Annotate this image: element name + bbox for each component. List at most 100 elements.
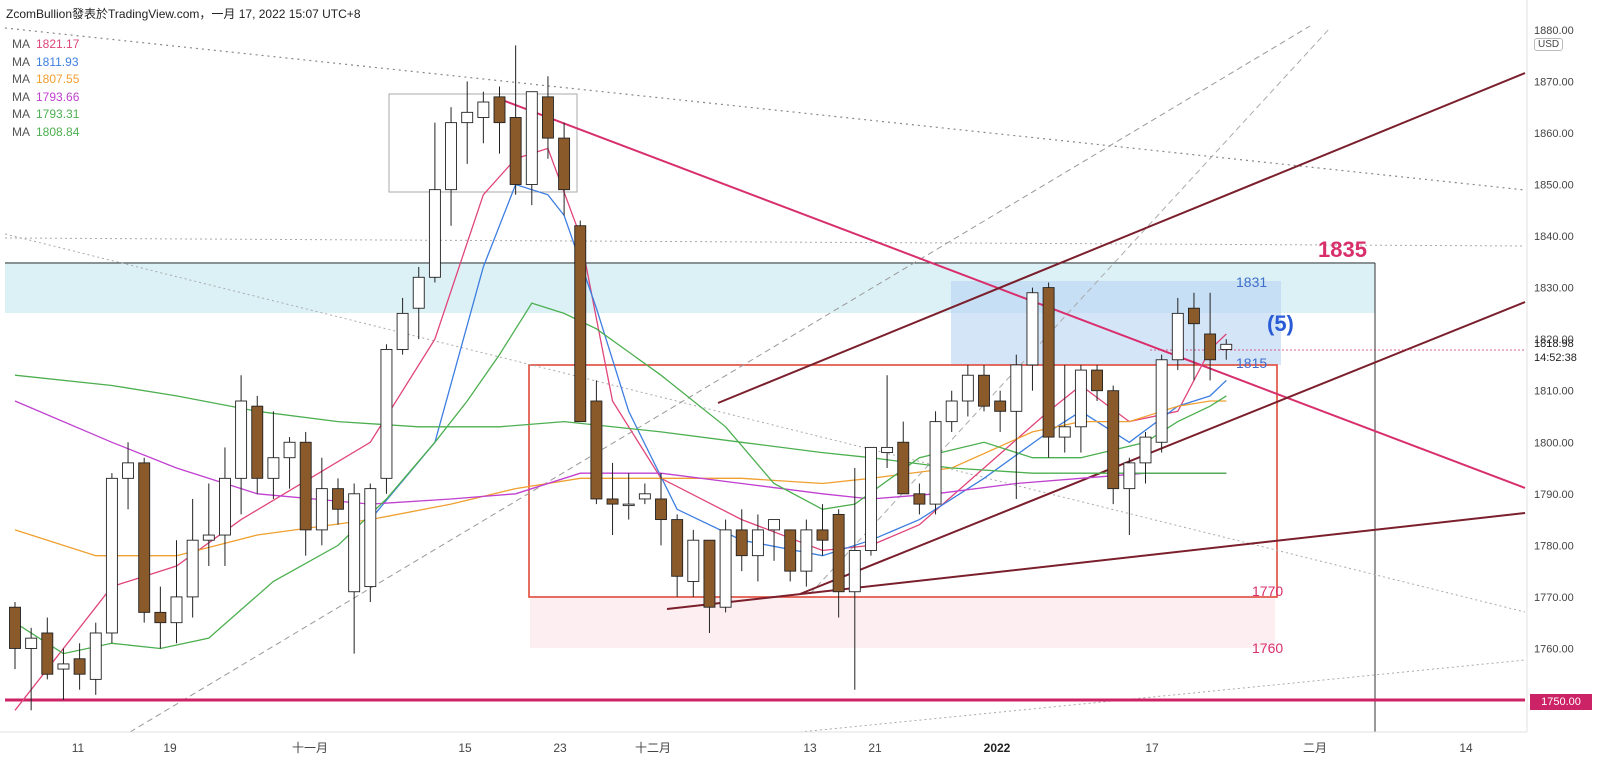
candle-body [235,400,248,479]
level-1770-label: 1770 [1252,583,1283,599]
candle-body [703,539,716,608]
candle-body [525,91,538,185]
candle [283,437,296,489]
lower-dotted-trendline [799,659,1526,733]
ma-line-3 [14,400,1227,557]
brown-channel-upper [717,72,1526,404]
candle [848,468,861,690]
candle-body [1204,333,1217,361]
candle-body [590,400,603,500]
upper-dotted-trendline [4,27,1526,191]
candle [1026,287,1039,391]
candle [638,483,651,505]
candle-body [1187,307,1200,325]
support-zone-1760 [530,597,1275,648]
candle [897,421,910,495]
candle [768,519,780,561]
ma-legend-row[interactable]: MA 1793.66 [12,89,79,107]
ma-label: MA [12,72,30,86]
candle-body [574,225,587,423]
candle [929,411,942,515]
x-tick-label: 二月 [1303,741,1327,755]
candle-body [897,441,910,495]
candle-body [751,529,764,557]
candle [574,220,587,423]
candle [170,540,183,644]
x-tick-label: 14 [1459,741,1473,755]
candle [57,648,70,700]
candle-body [9,606,21,649]
candle [784,529,797,582]
candle-body [41,632,54,675]
pink-downtrend-line [496,97,1526,489]
candle-body [1074,369,1087,428]
candle [348,483,361,654]
ma-label: MA [12,54,30,69]
candle-body [315,488,328,531]
candle-body [638,493,651,500]
candle [1058,364,1071,453]
wave-5-label: (5) [1267,311,1294,336]
candle-body [154,611,167,624]
candle-body [218,477,231,536]
candle [687,529,700,597]
wave-5-zone [951,281,1281,365]
candle [816,504,829,556]
candle [380,344,393,494]
time-axis[interactable]: 11 19 十一月 15 23 十二月 13 21 2022 17 二月 14 [72,741,1473,755]
x-tick-label: 2022 [984,741,1011,755]
ma-legend-row[interactable]: MA 1808.84 [12,124,79,142]
last-price-value: 1818.98 [1534,338,1574,350]
candle-body [719,529,732,608]
candle [800,519,813,587]
level-1835-label: 1835 [1318,237,1367,262]
candle [945,390,958,432]
candle-body [913,493,926,505]
candle-body [170,596,183,624]
candle-body [348,493,361,593]
candle-body [1107,390,1120,490]
candle [89,622,102,695]
candle [994,390,1007,432]
ma-legend-row[interactable]: MA 1807.55 [12,71,79,89]
currency-badge[interactable]: USD [1534,38,1564,51]
x-tick-label: 十二月 [635,741,671,755]
candle-body [25,637,38,649]
candle-body [332,488,344,510]
candle-body [848,550,861,593]
ma-value: 1793.66 [36,89,80,104]
ma-legend-row[interactable]: MA 1793.31 [12,106,79,124]
candle [73,643,86,690]
level-1815-label: 1815 [1236,355,1267,371]
candle [1220,339,1233,360]
candle [235,375,248,515]
candle [412,266,425,340]
candle [978,364,990,412]
candle-body [1042,287,1055,438]
candle [186,498,199,618]
countdown-timer: 14:52:38 [1534,352,1577,364]
candle-body [832,513,845,593]
candle [1107,385,1120,505]
candle [558,122,571,216]
x-tick-label: 19 [163,741,177,755]
price-axis[interactable]: 1750.001760.001770.001780.001790.001800.… [1534,25,1574,707]
ma-legend-row[interactable]: MA 1821.17 [12,36,79,54]
candle-body [1220,343,1233,350]
ma-legend-row[interactable]: MA 1811.93 [12,54,79,72]
candle [122,442,135,510]
candle-body [1091,369,1104,392]
candle [751,514,764,582]
candle [396,297,409,355]
candle-body [477,101,490,118]
candle-body [1123,462,1136,490]
candle [105,473,118,644]
candle-body [251,405,264,479]
candle-body [558,137,571,191]
ma-legend: MA 1821.17 MA 1811.93 MA 1807.55 MA 1793.66 MA 17… [12,36,79,141]
candle-body [994,400,1007,412]
candle [1187,292,1200,381]
candle [590,380,603,505]
candle [428,122,441,283]
